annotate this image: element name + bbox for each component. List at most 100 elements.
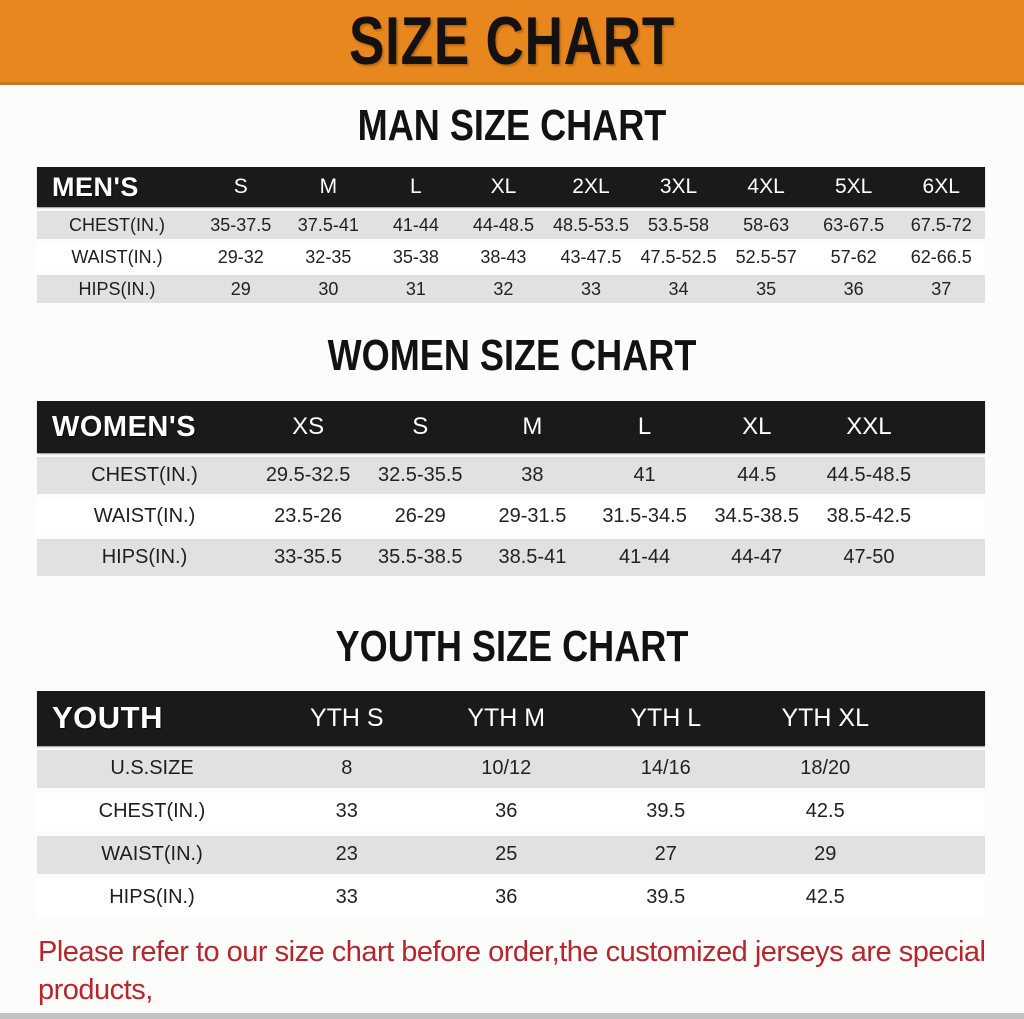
cell-value: 10/12: [481, 757, 532, 780]
cell-value: 43-47.5: [560, 246, 622, 267]
column-header: 2XL: [572, 175, 610, 199]
column-header: XS: [292, 413, 325, 441]
column-header: YTH XL: [781, 703, 870, 732]
cell-value: 27: [654, 843, 677, 866]
table-row: WAIST(IN.) 23.5-26 26-29 29-31.5 31.5-34.5 34…: [37, 498, 985, 536]
cell-value: 37: [931, 278, 952, 299]
cell-value: 36: [495, 886, 518, 909]
table-row: CHEST(IN.) 33 36 39.5 42.5: [37, 792, 985, 831]
cell-value: 33-35.5: [274, 546, 342, 569]
cell-value: 62-66.5: [910, 246, 972, 267]
column-header: XL: [742, 413, 772, 441]
table-header-row: WOMEN'S XS S M L XL XXL: [37, 401, 985, 454]
cell-value: 35-38: [392, 246, 439, 267]
cell-value: 67.5-72: [910, 214, 972, 235]
table-row: U.S.SIZE 8 10/12 14/16 18/20: [37, 749, 985, 788]
man-size-chart-section: MAN SIZE CHART MEN'S S M L XL 2XL 3XL 4XL 5XL 6XL…: [0, 102, 1024, 304]
cell-value: 36: [495, 800, 518, 823]
column-header: YTH S: [309, 703, 384, 732]
youth-size-table: YOUTH YTH S YTH M YTH L YTH XL U.S.SIZE 8 10/12…: [37, 690, 985, 917]
table-header-row: MEN'S S M L XL 2XL 3XL 4XL 5XL 6XL: [37, 167, 985, 208]
row-label: HIPS(IN.): [109, 886, 195, 909]
cell-value: 48.5-53.5: [552, 214, 630, 235]
column-header: 4XL: [747, 175, 785, 199]
row-label: U.S.SIZE: [110, 757, 194, 780]
bottom-border-strip: [0, 1013, 1024, 1019]
cell-value: 42.5: [805, 800, 845, 823]
cell-value: 29-32: [217, 246, 264, 267]
cell-value: 44.5-48.5: [826, 464, 912, 487]
cell-value: 44.5: [737, 464, 777, 487]
cell-value: 36: [843, 278, 864, 299]
table-row: WAIST(IN.) 29-32 32-35 35-38 38-43 43-47.5 47.…: [37, 243, 985, 272]
cell-value: 58-63: [743, 214, 790, 235]
row-label: WAIST(IN.): [101, 843, 203, 866]
youth-size-chart-heading: YOUTH SIZE CHART: [335, 622, 689, 672]
cell-value: 63-67.5: [823, 214, 885, 235]
table-header-row: YOUTH YTH S YTH M YTH L YTH XL: [37, 690, 985, 746]
column-header: S: [233, 175, 248, 199]
row-label: WAIST(IN.): [71, 246, 163, 267]
column-header: L: [637, 413, 652, 441]
cell-value: 18/20: [800, 757, 851, 780]
table-row: CHEST(IN.) 29.5-32.5 32.5-35.5 38 41 44.5 44.5…: [37, 457, 985, 495]
column-header: 3XL: [659, 175, 698, 199]
mens-size-table: MEN'S S M L XL 2XL 3XL 4XL 5XL 6XL CHEST(IN.) 35-37…: [37, 167, 985, 304]
cell-value: 42.5: [805, 886, 845, 909]
cell-value: 31.5-34.5: [602, 505, 687, 528]
size-chart-banner: SIZE CHART: [0, 0, 1024, 85]
disclaimer-text: Please refer to our size chart before or…: [38, 933, 1004, 1019]
cell-value: 38.5-41: [498, 546, 567, 569]
cell-value: 41-44: [392, 214, 439, 235]
cell-value: 33: [580, 278, 601, 299]
row-label: HIPS(IN.): [101, 546, 188, 569]
table-header-label: WOMEN'S: [52, 410, 197, 443]
table-row: CHEST(IN.) 35-37.5 37.5-41 41-44 44-48.5 48.5…: [37, 211, 985, 240]
column-header: M: [319, 175, 338, 199]
column-header: YTH M: [467, 703, 546, 732]
cell-value: 37.5-41: [297, 214, 359, 235]
cell-value: 33: [335, 886, 358, 909]
cell-value: 39.5: [646, 800, 686, 823]
column-header: YTH L: [630, 703, 702, 732]
cell-value: 34: [668, 278, 689, 299]
cell-value: 38.5-42.5: [826, 505, 912, 528]
cell-value: 41: [633, 464, 656, 487]
cell-value: 47-50: [843, 546, 895, 569]
column-header: 6XL: [922, 175, 960, 199]
row-label: WAIST(IN.): [93, 505, 196, 528]
cell-value: 35-37.5: [210, 214, 272, 235]
cell-value: 53.5-58: [648, 214, 710, 235]
cell-value: 29: [230, 278, 251, 299]
cell-value: 35.5-38.5: [377, 546, 463, 569]
cell-value: 29: [814, 843, 837, 866]
size-chart-title: SIZE CHART: [348, 3, 676, 79]
table-row: HIPS(IN.) 33 36 39.5 42.5: [37, 878, 985, 917]
cell-value: 57-62: [830, 246, 877, 267]
column-header: XXL: [846, 413, 892, 441]
cell-value: 31: [405, 278, 426, 299]
cell-value: 41-44: [618, 546, 671, 569]
row-label: CHEST(IN.): [98, 800, 206, 823]
cell-value: 25: [495, 843, 518, 866]
row-label: CHEST(IN.): [91, 464, 198, 487]
women-size-chart-section: WOMEN SIZE CHART WOMEN'S XS S M L XL XXL CHEST(…: [0, 332, 1024, 577]
row-label: HIPS(IN.): [78, 278, 156, 299]
cell-value: 23: [335, 843, 358, 866]
cell-value: 32-35: [305, 246, 352, 267]
womens-size-table: WOMEN'S XS S M L XL XXL CHEST(IN.) 29.5-32.5 32.5…: [37, 401, 985, 577]
cell-value: 8: [341, 757, 353, 780]
column-header: 5XL: [834, 175, 873, 199]
cell-value: 32: [493, 278, 514, 299]
cell-value: 30: [318, 278, 339, 299]
cell-value: 23.5-26: [274, 505, 342, 528]
cell-value: 38-43: [480, 246, 527, 267]
column-header: L: [410, 175, 422, 199]
cell-value: 39.5: [646, 886, 686, 909]
column-header: S: [412, 413, 429, 441]
table-row: WAIST(IN.) 23 25 27 29: [37, 835, 985, 874]
table-header-label: MEN'S: [52, 171, 139, 202]
cell-value: 29-31.5: [498, 505, 567, 528]
column-header: M: [522, 413, 543, 441]
table-row: HIPS(IN.) 33-35.5 35.5-38.5 38.5-41 41-44 44-…: [37, 539, 985, 577]
